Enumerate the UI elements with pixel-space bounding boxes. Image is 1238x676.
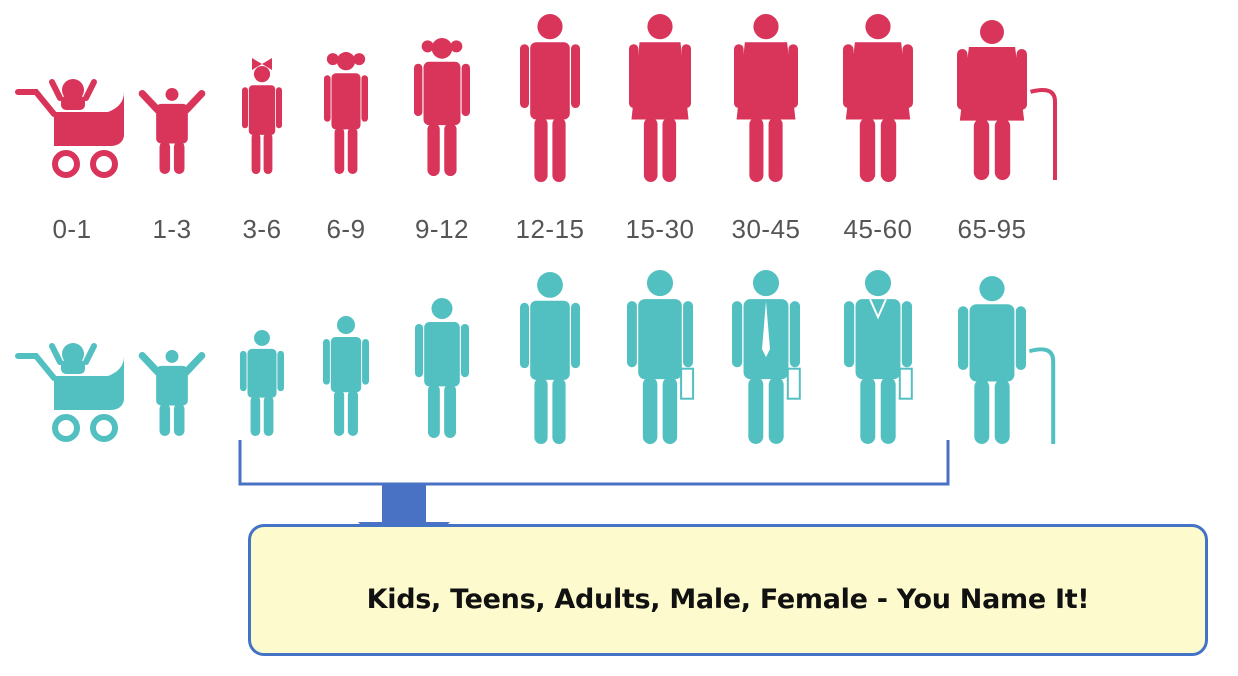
boy-icon bbox=[240, 330, 284, 436]
selection-bracket bbox=[238, 440, 950, 486]
age-label: 0-1 bbox=[52, 214, 92, 244]
man-with-tie-briefcase-icon bbox=[732, 270, 801, 444]
elderly-man-with-cane-icon bbox=[958, 276, 1056, 444]
age-label: 3-6 bbox=[242, 214, 282, 244]
toddler-boy-icon bbox=[138, 350, 206, 436]
toddler-girl-icon bbox=[138, 88, 206, 174]
girl-with-bow-icon bbox=[242, 58, 282, 174]
girl-pigtails-icon bbox=[324, 52, 368, 174]
teen-girl-icon bbox=[520, 14, 580, 182]
age-label: 15-30 bbox=[625, 214, 695, 244]
age-label: 9-12 bbox=[414, 214, 470, 244]
age-label: 30-45 bbox=[731, 214, 801, 244]
callout-text: Kids, Teens, Adults, Male, Female - You … bbox=[366, 584, 1090, 615]
baby-stroller-icon bbox=[15, 343, 124, 442]
age-label: 12-15 bbox=[515, 214, 585, 244]
elderly-woman-with-cane-icon bbox=[957, 20, 1057, 180]
preteen-boy-icon bbox=[415, 298, 469, 438]
baby-stroller-icon bbox=[15, 79, 124, 178]
middle-aged-woman-icon bbox=[843, 14, 913, 182]
young-woman-icon bbox=[629, 14, 691, 182]
preteen-girl-icon bbox=[414, 38, 470, 176]
callout-box: Kids, Teens, Adults, Male, Female - You … bbox=[248, 524, 1208, 656]
boy-icon bbox=[323, 316, 369, 436]
young-man-with-briefcase-icon bbox=[627, 270, 695, 444]
female-figures-row bbox=[15, 14, 1057, 182]
male-figures-row bbox=[15, 270, 1056, 444]
age-label: 1-3 bbox=[152, 214, 192, 244]
age-label: 45-60 bbox=[843, 214, 913, 244]
age-label: 6-9 bbox=[326, 214, 366, 244]
teen-boy-icon bbox=[520, 272, 580, 444]
man-in-suit-briefcase-icon bbox=[844, 270, 913, 444]
woman-icon bbox=[734, 14, 798, 182]
age-label: 65-95 bbox=[957, 214, 1027, 244]
